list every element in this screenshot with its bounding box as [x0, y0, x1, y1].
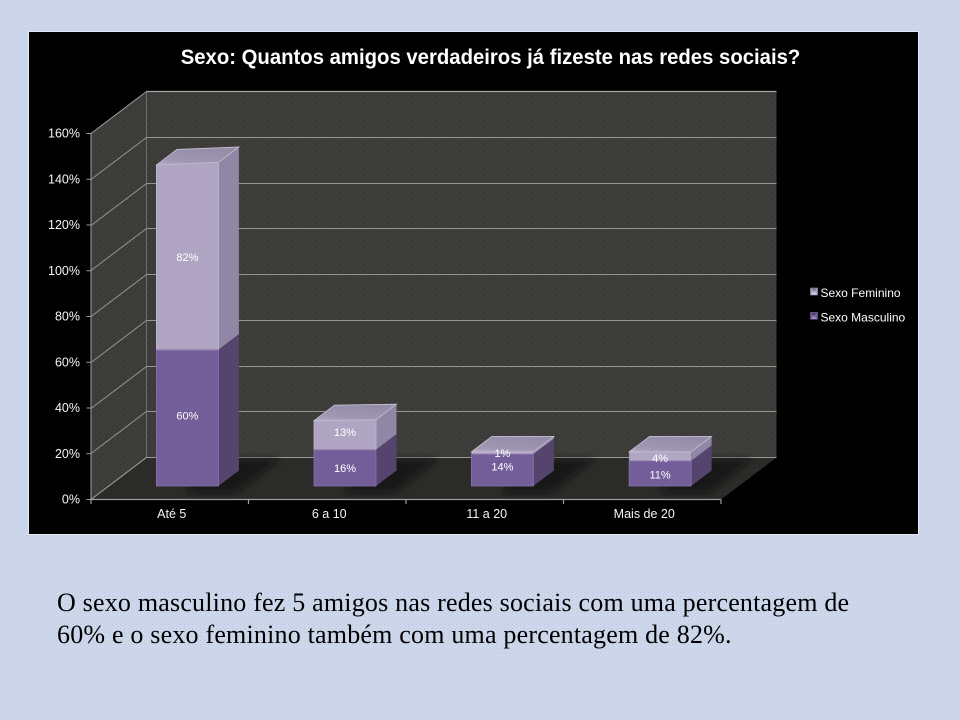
svg-text:160%: 160%: [48, 127, 80, 141]
svg-text:4%: 4%: [652, 453, 668, 465]
svg-text:11%: 11%: [649, 470, 670, 482]
svg-text:Sexo Masculino: Sexo Masculino: [821, 310, 906, 324]
svg-text:82%: 82%: [176, 252, 198, 264]
svg-text:60%: 60%: [176, 411, 198, 423]
svg-text:Mais de 20: Mais de 20: [614, 507, 675, 521]
svg-text:60%: 60%: [55, 355, 80, 369]
svg-text:6 a 10: 6 a 10: [312, 507, 347, 521]
svg-text:16%: 16%: [334, 463, 356, 475]
svg-text:Sexo Feminino: Sexo Feminino: [821, 286, 901, 300]
svg-text:100%: 100%: [48, 264, 80, 278]
svg-text:140%: 140%: [48, 172, 80, 186]
svg-text:20%: 20%: [55, 447, 80, 461]
svg-text:14%: 14%: [491, 462, 513, 474]
svg-text:120%: 120%: [48, 218, 80, 232]
svg-text:11 a 20: 11 a 20: [466, 507, 507, 521]
svg-text:1%: 1%: [494, 448, 510, 460]
svg-text:Até 5: Até 5: [157, 507, 186, 521]
svg-text:0%: 0%: [62, 493, 80, 507]
svg-text:13%: 13%: [334, 427, 356, 439]
svg-text:80%: 80%: [55, 310, 80, 324]
svg-text:40%: 40%: [55, 401, 80, 415]
